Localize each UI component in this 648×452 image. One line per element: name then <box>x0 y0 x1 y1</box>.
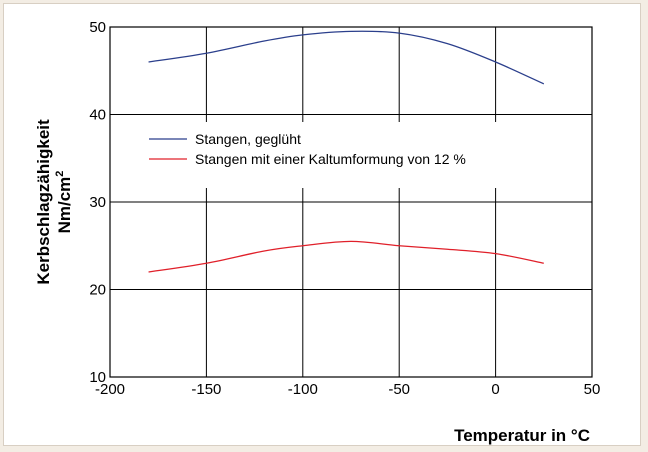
x-tick-label: -100 <box>288 381 318 398</box>
x-tick-labels: -200 -150 -100 -50 0 50 <box>95 381 600 398</box>
legend-label-2: Stangen mit einer Kaltumformung von 12 % <box>195 151 466 167</box>
y-tick-labels: 10 20 30 40 50 <box>89 19 106 386</box>
x-tick-label: -200 <box>95 381 125 398</box>
y-tick-label: 50 <box>89 19 106 36</box>
x-tick-label: 50 <box>584 381 601 398</box>
x-tick-label: -150 <box>191 381 221 398</box>
grid-lines <box>110 27 592 377</box>
legend: Stangen, geglüht Stangen mit einer Kaltum… <box>111 122 591 188</box>
chart-frame: Stangen, geglüht Stangen mit einer Kaltum… <box>3 3 641 446</box>
y-tick-label: 10 <box>89 369 106 386</box>
y-tick-label: 30 <box>89 194 106 211</box>
y-axis-unit-superscript: 2 <box>54 171 66 177</box>
x-tick-label: -50 <box>388 381 410 398</box>
legend-background <box>111 122 591 188</box>
series-line-2 <box>148 240 544 273</box>
y-axis-title-line2: Nm/cm2 <box>54 171 74 234</box>
legend-label-1: Stangen, geglüht <box>195 131 301 147</box>
plot-area-border <box>109 26 593 378</box>
y-axis-title-line1: Kerbschlagzähigkeit <box>34 119 53 285</box>
y-tick-label: 20 <box>89 282 106 299</box>
y-axis-title: Kerbschlagzähigkeit Nm/cm2 <box>34 119 74 285</box>
series-lines <box>148 30 545 273</box>
chart-svg: Stangen, geglüht Stangen mit einer Kaltum… <box>34 19 600 445</box>
series-line-1 <box>148 30 545 85</box>
x-axis-title: Temperatur in °C <box>454 426 590 445</box>
x-tick-label: 0 <box>491 381 499 398</box>
y-tick-label: 40 <box>89 107 106 124</box>
y-axis-unit: Nm/cm <box>55 177 74 234</box>
